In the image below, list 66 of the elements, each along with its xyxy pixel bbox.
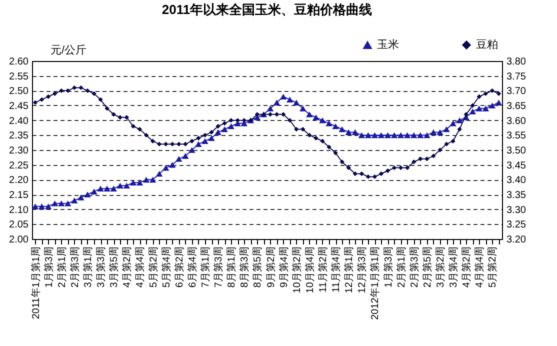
- x-tick-label: 9月第4周: [278, 246, 290, 288]
- x-tick-label: 9月第2周: [264, 246, 277, 288]
- y-tick-label: 2.30: [9, 146, 29, 156]
- x-tick-label: 4月第4周: [134, 246, 146, 288]
- y2-tick-label: 3.20: [506, 234, 526, 246]
- y-tick-label: 2.50: [9, 86, 29, 98]
- legend-label: 豆粕: [476, 38, 498, 51]
- x-tick-label: 2月第5周: [421, 246, 434, 288]
- y-tick-label: 2.40: [9, 116, 29, 127]
- x-tick-label: 1月第3周: [42, 246, 55, 288]
- x-tick-label: 2月第1周: [56, 246, 68, 288]
- x-tick-label: 8月第5周: [252, 246, 264, 288]
- x-tick-label: 8月第3周: [238, 246, 251, 288]
- x-tick-label: 10月第2周: [290, 246, 303, 294]
- y2-tick-label: 3.55: [506, 130, 526, 142]
- y-tick-label: 2.20: [9, 175, 29, 186]
- y-axis-title: 元/公斤: [50, 44, 87, 56]
- y-tick-label: 2.60: [9, 56, 29, 68]
- y-tick-label: 2.05: [9, 220, 29, 231]
- x-tick-label: 12月第3周: [356, 246, 368, 294]
- x-tick-label: 3月第5周: [108, 246, 120, 288]
- y-tick-label: 2.55: [9, 71, 29, 82]
- y2-tick-label: 3.75: [506, 71, 526, 82]
- x-tick-label: 4月第4周: [474, 246, 486, 288]
- y2-tick-label: 3.65: [506, 101, 526, 112]
- x-tick-label: 4月第2周: [121, 246, 134, 288]
- x-tick-label: 2012年1月第1周: [369, 246, 382, 320]
- y-tick-label: 2.35: [9, 130, 29, 142]
- x-tick-label: 11月第4周: [330, 246, 342, 292]
- y2-tick-label: 3.80: [506, 56, 526, 68]
- x-tick-label: 5月第2周: [486, 246, 499, 288]
- y-tick-label: 2.45: [9, 101, 29, 112]
- y2-tick-label: 3.25: [506, 220, 526, 231]
- x-tick-label: 4月第2周: [460, 246, 473, 288]
- y2-tick-label: 3.40: [506, 175, 526, 186]
- y-tick-label: 2.15: [9, 190, 29, 201]
- x-tick-label: 5月第2周: [147, 246, 160, 288]
- y2-tick-label: 3.70: [506, 86, 526, 98]
- x-tick-label: 3月第3周: [95, 246, 108, 288]
- y-tick-label: 2.00: [9, 234, 29, 246]
- x-tick-label: 10月第4周: [304, 246, 316, 294]
- y2-tick-label: 3.45: [506, 160, 526, 172]
- x-tick-label: 5月第4周: [160, 246, 172, 288]
- y2-tick-label: 3.35: [506, 190, 526, 201]
- y2-tick-label: 3.50: [506, 146, 526, 156]
- x-tick-label: 7月第1周: [199, 246, 212, 288]
- y2-tick-label: 3.30: [506, 204, 526, 216]
- x-tick-label: 12月第1周: [343, 246, 356, 294]
- y-tick-label: 2.25: [9, 160, 29, 172]
- x-tick-label: 8月第1周: [226, 246, 238, 288]
- x-tick-label: 7月第3周: [212, 246, 225, 288]
- y2-tick-label: 3.60: [506, 116, 526, 127]
- x-tick-label: 11月第2周: [316, 246, 329, 292]
- x-tick-label: 2月第1周: [395, 246, 408, 288]
- x-tick-label: 2月第3周: [408, 246, 420, 288]
- x-tick-label: 3月第4周: [448, 246, 460, 288]
- x-tick-label: 6月第4周: [186, 246, 198, 288]
- legend-label: 玉米: [377, 38, 399, 52]
- x-tick-label: 3月第1周: [82, 246, 94, 288]
- x-tick-label: 3月第2周: [434, 246, 446, 288]
- y-tick-label: 2.10: [9, 204, 29, 216]
- x-tick-label: 2011年1月第1周: [30, 246, 42, 320]
- x-tick-label: 1月第3周: [382, 246, 394, 288]
- chart-title: 2011年以来全国玉米、豆粕价格曲线: [162, 2, 372, 17]
- x-tick-label: 2月第3周: [68, 246, 81, 288]
- x-tick-label: 6月第2周: [173, 246, 186, 288]
